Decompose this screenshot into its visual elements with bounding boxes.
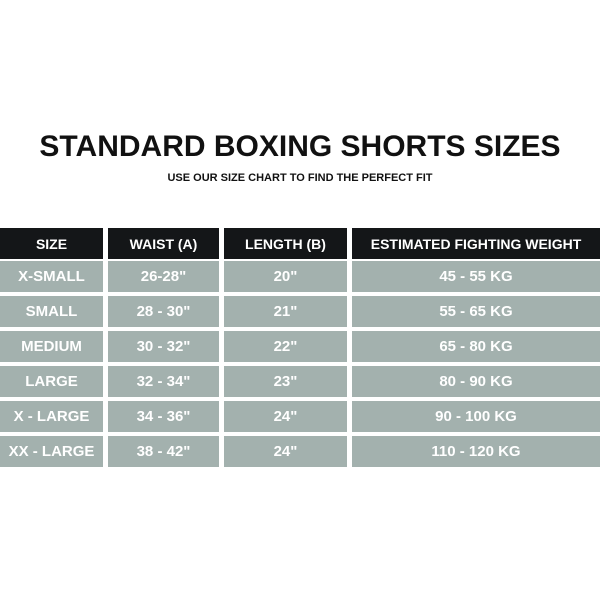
table-row: X-SMALL 26-28" 20" 45 - 55 KG	[0, 261, 600, 292]
table-cell-text: MEDIUM	[21, 338, 82, 355]
subtitle-text: USE OUR SIZE CHART TO FIND THE PERFECT F…	[167, 172, 433, 184]
header-cell-length: LENGTH (B)	[224, 228, 347, 259]
table-row: SMALL 28 - 30" 21" 55 - 65 KG	[0, 296, 600, 327]
table-cell-text: 20"	[273, 268, 298, 285]
table-cell: 90 - 100 KG	[352, 401, 600, 432]
table-cell: 24"	[224, 401, 347, 432]
table-cell-text: 45 - 55 KG	[439, 268, 513, 285]
table-cell: 20"	[224, 261, 347, 292]
page-title-text: STANDARD BOXING SHORTS SIZES	[39, 130, 561, 163]
table-cell: 22"	[224, 331, 347, 362]
table-cell-text: 24"	[273, 443, 298, 460]
table-cell: XX - LARGE	[0, 436, 103, 467]
table-cell: 23"	[224, 366, 347, 397]
table-cell: 21"	[224, 296, 347, 327]
table-cell-text: 21"	[273, 303, 298, 320]
table-cell-text: 34 - 36"	[136, 408, 191, 425]
table-cell: X - LARGE	[0, 401, 103, 432]
table-cell-text: 38 - 42"	[136, 443, 191, 460]
table-cell-text: X - LARGE	[13, 408, 90, 425]
table-cell-text: 90 - 100 KG	[435, 408, 517, 425]
table-header: SIZE WAIST (A) LENGTH (B) ESTIMATED FIGH…	[0, 228, 600, 259]
table-cell: 32 - 34"	[108, 366, 219, 397]
header-text: SIZE	[35, 235, 68, 252]
table-cell-text: 110 - 120 KG	[431, 443, 521, 460]
table-cell: 24"	[224, 436, 347, 467]
table-cell-text: 24"	[273, 408, 298, 425]
header-text: ESTIMATED FIGHTING WEIGHT	[370, 235, 582, 252]
table-cell: 45 - 55 KG	[352, 261, 600, 292]
table-cell-text: XX - LARGE	[8, 443, 95, 460]
header-cell-size: SIZE	[0, 228, 103, 259]
table-cell: X-SMALL	[0, 261, 103, 292]
table-cell-text: LARGE	[25, 373, 78, 390]
header-cell-waist: WAIST (A)	[108, 228, 219, 259]
table-cell: 80 - 90 KG	[352, 366, 600, 397]
page-title: STANDARD BOXING SHORTS SIZES	[0, 130, 600, 164]
table-cell: 30 - 32"	[108, 331, 219, 362]
table-cell: MEDIUM	[0, 331, 103, 362]
table-row: LARGE 32 - 34" 23" 80 - 90 KG	[0, 366, 600, 397]
header-cell-weight: ESTIMATED FIGHTING WEIGHT	[352, 228, 600, 259]
table-cell: LARGE	[0, 366, 103, 397]
table-row: X - LARGE 34 - 36" 24" 90 - 100 KG	[0, 401, 600, 432]
table-cell: 38 - 42"	[108, 436, 219, 467]
table-cell-text: 23"	[273, 373, 298, 390]
table-cell-text: 55 - 65 KG	[439, 303, 513, 320]
table-cell-text: 26-28"	[140, 268, 187, 285]
table-cell-text: 65 - 80 KG	[439, 338, 513, 355]
table-cell: 110 - 120 KG	[352, 436, 600, 467]
table-cell: 55 - 65 KG	[352, 296, 600, 327]
header-text: LENGTH (B)	[245, 235, 326, 252]
table-cell: 26-28"	[108, 261, 219, 292]
table-cell-text: 80 - 90 KG	[439, 373, 513, 390]
table-cell-text: X-SMALL	[18, 268, 85, 285]
table-cell: 34 - 36"	[108, 401, 219, 432]
table-cell: SMALL	[0, 296, 103, 327]
table-cell-text: 22"	[273, 338, 298, 355]
table-cell: 28 - 30"	[108, 296, 219, 327]
table-cell: 65 - 80 KG	[352, 331, 600, 362]
table-cell-text: 28 - 30"	[136, 303, 191, 320]
table-cell-text: 30 - 32"	[136, 338, 191, 355]
table-row: MEDIUM 30 - 32" 22" 65 - 80 KG	[0, 331, 600, 362]
header-text: WAIST (A)	[129, 235, 198, 252]
table-cell-text: 32 - 34"	[136, 373, 191, 390]
table-cell-text: SMALL	[25, 303, 78, 320]
subtitle: USE OUR SIZE CHART TO FIND THE PERFECT F…	[0, 172, 600, 184]
table-row: XX - LARGE 38 - 42" 24" 110 - 120 KG	[0, 436, 600, 467]
